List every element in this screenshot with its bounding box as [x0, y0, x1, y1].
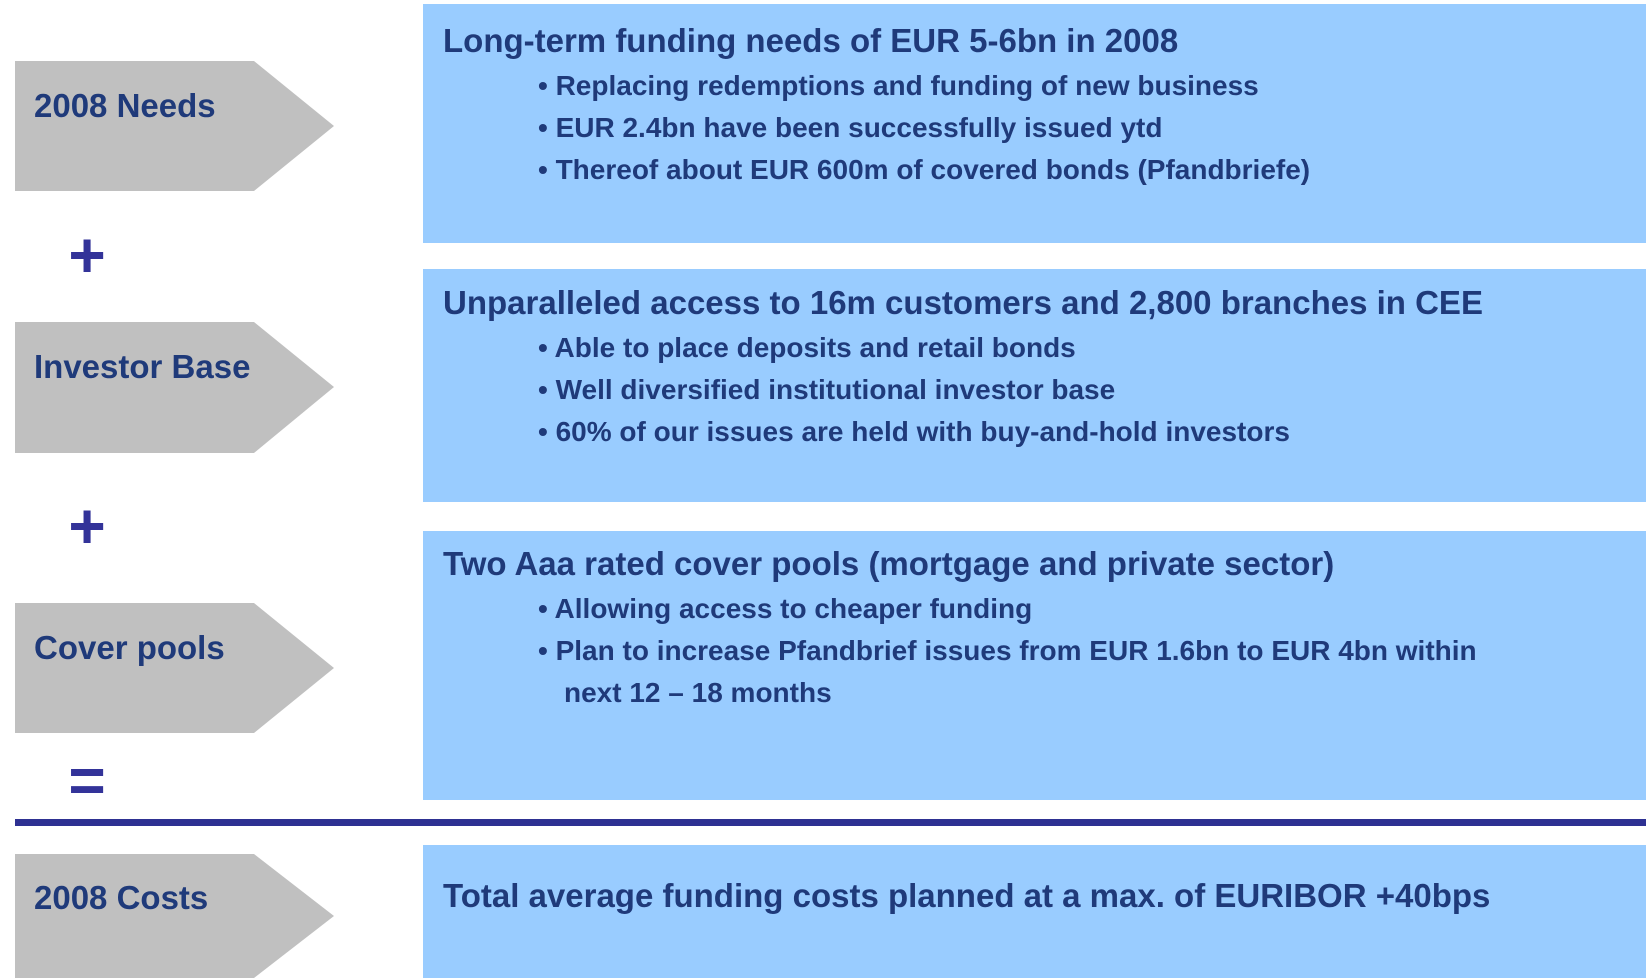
bullet-item: • Well diversified institutional investo… [538, 374, 1116, 405]
arrow-shape [15, 603, 334, 733]
row-heading: Unparalleled access to 16m customers and… [443, 284, 1483, 321]
panel [423, 269, 1646, 502]
bullet-list: • Replacing redemptions and funding of n… [538, 65, 1538, 191]
divider [15, 819, 1646, 826]
bullet-item: • Thereof about EUR 600m of covered bond… [538, 154, 1311, 185]
panel [423, 4, 1646, 243]
panel [423, 531, 1646, 800]
row-heading: Two Aaa rated cover pools (mortgage and … [443, 545, 1335, 582]
row-heading: Total average funding costs planned at a… [443, 877, 1491, 914]
bullet-item: • Replacing redemptions and funding of n… [538, 70, 1259, 101]
arrow-shape [15, 854, 334, 978]
row-label: Cover pools [34, 629, 225, 666]
panel [423, 845, 1646, 978]
row-label: 2008 Needs [34, 87, 216, 124]
bullet-item: • Plan to increase Pfandbrief issues fro… [538, 635, 1477, 708]
row-label: 2008 Costs [34, 879, 209, 916]
arrow-shape [15, 61, 334, 191]
bullet-list: • Able to place deposits and retail bond… [538, 327, 1538, 453]
bullet-item: • Able to place deposits and retail bond… [538, 332, 1076, 363]
bullet-item: • 60% of our issues are held with buy-an… [538, 416, 1290, 447]
operator: = [68, 744, 106, 816]
bullet-item: • EUR 2.4bn have been successfully issue… [538, 112, 1163, 143]
row-label: Investor Base [34, 348, 251, 385]
operator: + [68, 219, 106, 291]
bullet-list: • Allowing access to cheaper funding • Pl… [538, 588, 1538, 714]
arrow-shape [15, 322, 334, 453]
row-heading: Long-term funding needs of EUR 5-6bn in … [443, 22, 1179, 59]
bullet-item: • Allowing access to cheaper funding [538, 593, 1033, 624]
operator: + [68, 490, 106, 562]
